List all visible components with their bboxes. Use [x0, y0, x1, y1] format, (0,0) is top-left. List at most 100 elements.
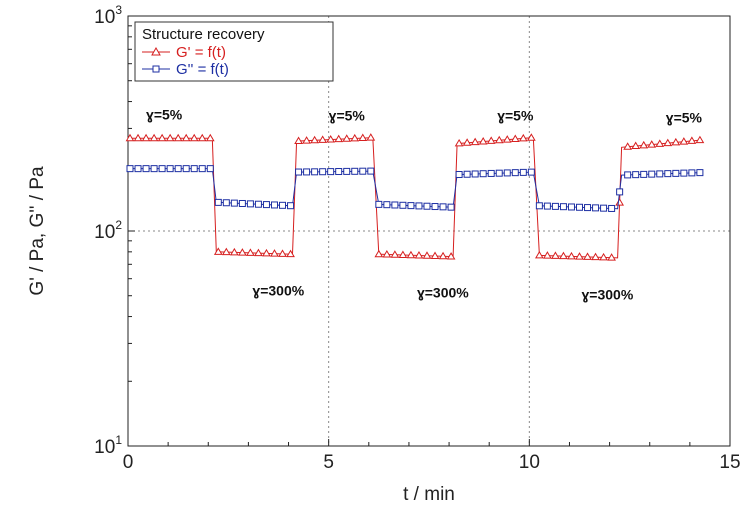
data-point-square — [270, 201, 278, 209]
axis-ticks: 0 5 10 15 101 102 103 — [94, 3, 740, 473]
data-point-triangle — [302, 136, 311, 144]
data-point-triangle — [189, 133, 199, 142]
data-point-triangle — [278, 249, 287, 257]
strain-annotation: ɣ=5% — [146, 107, 183, 123]
data-point-triangle — [149, 133, 159, 142]
data-point-triangle — [462, 138, 472, 146]
data-point-triangle — [599, 252, 608, 261]
data-point-square — [495, 169, 503, 177]
data-point-triangle — [679, 137, 689, 145]
data-point-square — [158, 165, 166, 173]
data-point-square — [439, 203, 447, 211]
data-point-triangle — [695, 135, 705, 144]
data-point-triangle — [470, 137, 480, 146]
data-point-square — [503, 169, 511, 177]
data-point-triangle — [310, 135, 319, 144]
data-point-triangle — [623, 142, 633, 150]
data-point-triangle — [430, 251, 440, 260]
data-point-triangle — [406, 250, 416, 259]
data-point-square — [335, 168, 343, 176]
series — [125, 133, 705, 261]
data-point-triangle — [655, 139, 665, 147]
data-point-square — [567, 203, 575, 211]
data-point-triangle — [438, 251, 448, 260]
legend-marker-square — [152, 65, 160, 73]
data-point-triangle — [631, 141, 641, 150]
data-point-triangle — [526, 133, 536, 141]
data-point-square — [359, 167, 367, 175]
data-point-square — [375, 200, 383, 208]
data-point-square — [423, 202, 431, 210]
data-point-square — [527, 168, 535, 176]
strain-annotation: ɣ=300% — [252, 283, 304, 299]
data-point-square — [471, 170, 479, 178]
data-point-triangle — [366, 133, 376, 141]
data-point-triangle — [494, 135, 504, 144]
data-point-square — [656, 170, 664, 178]
data-point-triangle — [454, 138, 464, 147]
data-point-triangle — [334, 134, 344, 143]
data-point-triangle — [165, 133, 175, 142]
data-point-triangle — [326, 135, 336, 143]
data-point-triangle — [141, 133, 151, 142]
data-point-triangle — [213, 247, 223, 255]
data-point-square — [680, 169, 688, 177]
y-tick-label: 101 — [94, 433, 122, 458]
data-point-square — [407, 202, 415, 210]
data-point-square — [391, 201, 399, 209]
data-point-triangle — [318, 135, 328, 143]
data-point-triangle — [543, 251, 552, 259]
data-point-square — [198, 165, 206, 173]
data-point-square — [134, 165, 142, 173]
x-tick-label: 0 — [123, 452, 134, 473]
legend-title: Structure recovery — [142, 26, 265, 43]
data-point-triangle — [446, 252, 456, 260]
data-point-triangle — [687, 136, 697, 144]
x-axis-title: t / min — [403, 484, 455, 505]
data-point-square — [672, 169, 680, 177]
data-point-triangle — [583, 252, 592, 260]
data-point-square — [696, 169, 704, 177]
data-point-triangle — [559, 251, 568, 260]
legend: Structure recovery G' = f(t) G'' = f(t) — [134, 21, 334, 82]
data-point-square — [431, 203, 439, 211]
data-point-triangle — [518, 133, 528, 142]
strain-annotation: ɣ=300% — [417, 285, 469, 301]
data-point-triangle — [607, 253, 616, 261]
y-tick-label: 103 — [94, 3, 122, 28]
data-point-square — [600, 204, 608, 212]
data-point-square — [664, 170, 672, 178]
data-point-triangle — [246, 248, 255, 256]
data-point-triangle — [173, 133, 183, 142]
data-point-square — [447, 203, 455, 211]
data-point-triangle — [350, 133, 360, 142]
data-point-square — [688, 169, 696, 177]
data-point-square — [311, 168, 319, 176]
data-point-triangle — [534, 250, 544, 259]
data-point-triangle — [414, 251, 424, 259]
data-point-triangle — [374, 249, 384, 258]
data-point-square — [303, 168, 311, 176]
data-point-square — [584, 204, 592, 212]
data-point-triangle — [262, 248, 271, 257]
data-point-triangle — [575, 252, 584, 260]
data-point-triangle — [286, 249, 295, 258]
data-point-triangle — [591, 252, 600, 261]
data-point-triangle — [639, 140, 649, 149]
data-point-square — [319, 168, 327, 176]
data-point-square — [463, 170, 471, 178]
data-point-triangle — [294, 136, 303, 144]
data-point-square — [230, 199, 238, 207]
data-point-square — [262, 201, 270, 209]
data-point-square — [182, 165, 190, 173]
data-point-triangle — [422, 251, 432, 259]
data-point-square — [640, 170, 648, 178]
data-point-square — [279, 201, 287, 209]
data-point-triangle — [502, 135, 512, 143]
data-point-triangle — [254, 248, 263, 257]
data-point-square — [479, 170, 487, 178]
data-point-square — [648, 170, 656, 178]
data-point-triangle — [647, 140, 657, 148]
data-point-triangle — [229, 247, 239, 256]
